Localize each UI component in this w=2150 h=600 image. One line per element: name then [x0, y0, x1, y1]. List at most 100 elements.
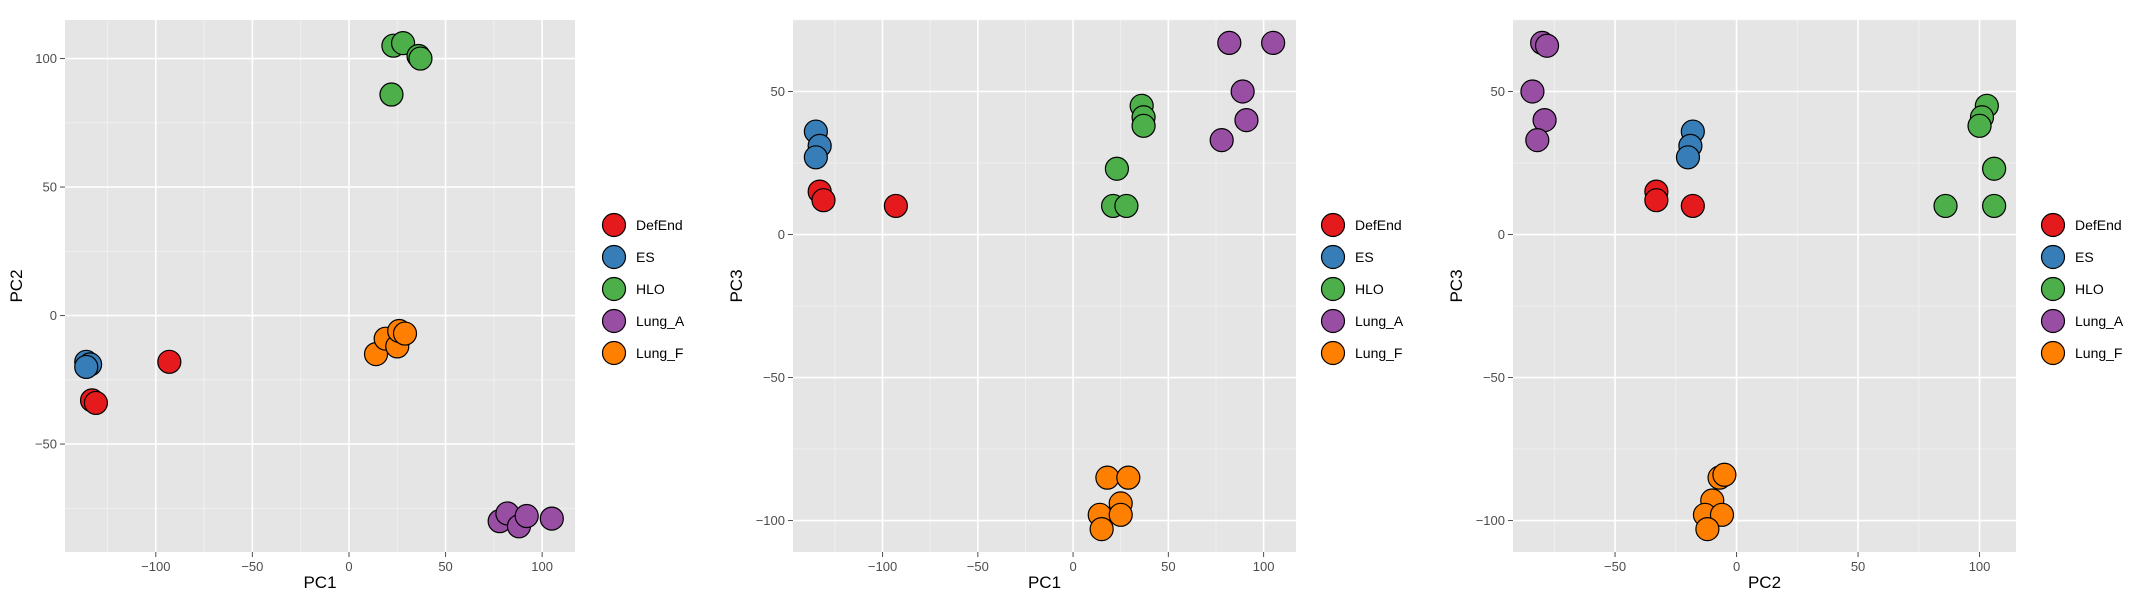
- panel-2-legend-label-hlo: HLO: [1355, 281, 1384, 297]
- panel-3-y-tick-label: −100: [1476, 513, 1505, 528]
- panel-1-legend-label-lung-a: Lung_A: [636, 313, 685, 329]
- panel-1-y-tick-label: −50: [35, 437, 57, 452]
- panel-3-x-tick-label: −50: [1604, 559, 1626, 574]
- panel-2-x-tick-label: 0: [1069, 559, 1076, 574]
- panel-2-legend-key-es: [1320, 244, 1346, 270]
- panel-3-legend-key-es: [2040, 244, 2066, 270]
- panel-1-legend-label-lung-f: Lung_F: [636, 345, 683, 361]
- panel-3-point-lung-f: [1712, 462, 1737, 487]
- panel-1: −100 −50 0 50 100 −50 0 50 100 PC1 PC2 DefEnd ES HLO L…: [7, 20, 685, 592]
- panel-3-point-lung-f: [1695, 517, 1720, 542]
- panel-2-background: [793, 20, 1296, 552]
- panel-3-legend-key-lung-f: [2040, 340, 2066, 366]
- panel-1-legend-label-es: ES: [636, 249, 655, 265]
- panel-2-legend-label-lung-f: Lung_F: [1355, 345, 1402, 361]
- panel-2-legend-key-defend: [1320, 212, 1346, 238]
- panel-2-point-lung-f: [1116, 465, 1141, 490]
- panel-1-point-lung-a: [539, 506, 564, 531]
- panel-2-legend-label-lung-a: Lung_A: [1355, 313, 1404, 329]
- panel-2-point-lung-a: [1230, 79, 1255, 104]
- panel-2-x-tick-label: −50: [967, 559, 989, 574]
- panel-1-y-tick-label: 100: [35, 51, 57, 66]
- panel-3-x-tick-label: 0: [1733, 559, 1740, 574]
- panel-2-point-defend: [883, 193, 908, 219]
- panel-3-legend-label-lung-a: Lung_A: [2075, 313, 2124, 329]
- panel-2-legend-key-lung-a: [1320, 308, 1346, 334]
- panel-1-background: [65, 20, 575, 552]
- panel-2-x-tick-label: 100: [1253, 559, 1275, 574]
- panel-2-y-axis-title: PC3: [727, 269, 746, 302]
- panel-1-x-tick-label: −100: [141, 559, 170, 574]
- panel-2-point-hlo: [1131, 113, 1156, 138]
- panel-1-point-lung-a: [514, 503, 539, 529]
- panel-2-x-tick-label: −100: [868, 559, 897, 574]
- panel-3-x-axis-title: PC2: [1748, 573, 1781, 592]
- panel-2-point-lung-a: [1209, 128, 1234, 153]
- panel-1-legend-key-hlo: [601, 276, 627, 302]
- panel-3-point-defend: [1644, 188, 1669, 213]
- panel-2-x-tick-label: 50: [1161, 559, 1175, 574]
- panel-2-y-tick-label: 50: [771, 84, 785, 99]
- panel-2-point-hlo: [1104, 156, 1130, 181]
- panel-1-legend-key-es: [601, 244, 627, 270]
- panel-1-point-defend: [83, 390, 109, 416]
- panel-2-point-lung-a: [1261, 30, 1286, 55]
- panel-2-point-defend: [811, 188, 836, 213]
- panel-1-legend-key-lung-a: [601, 308, 627, 334]
- panel-3-background: [1513, 20, 2016, 552]
- panel-2-point-lung-a: [1217, 30, 1242, 55]
- panel-3-y-tick-label: 50: [1491, 84, 1505, 99]
- panel-3-legend-label-es: ES: [2075, 249, 2094, 265]
- panel-1-x-tick-label: 50: [438, 559, 452, 574]
- panel-2-point-hlo: [1114, 193, 1139, 219]
- panel-1-legend-label-hlo: HLO: [636, 281, 665, 297]
- panel-2-point-es: [803, 145, 828, 170]
- panel-2-x-axis-title: PC1: [1028, 573, 1061, 592]
- panel-2-y-tick-label: 0: [778, 227, 785, 242]
- panel-1-point-hlo: [379, 82, 404, 107]
- panel-1-x-tick-label: −50: [241, 559, 263, 574]
- panel-2-point-lung-f: [1108, 502, 1133, 527]
- panel-1-point-es: [74, 354, 99, 380]
- panel-2-y-tick-label: −50: [763, 370, 785, 385]
- panel-2-legend-label-defend: DefEnd: [1355, 217, 1402, 233]
- panel-2: −100 −50 0 50 100 −100 −50 0 50 PC1 PC3 DefEnd ES HLO…: [727, 19, 1404, 592]
- panel-1-y-tick-label: 0: [50, 308, 57, 323]
- panel-3-y-axis-title: PC3: [1447, 269, 1466, 302]
- panel-3-legend: DefEnd ES HLO Lung_A Lung_F: [2040, 212, 2124, 366]
- panel-3-point-hlo: [1933, 193, 1958, 219]
- panel-3-legend-key-defend: [2040, 212, 2066, 238]
- panel-3-point-lung-a: [1525, 128, 1550, 153]
- panel-1-x-axis-title: PC1: [303, 573, 336, 592]
- panel-1-legend-label-defend: DefEnd: [636, 217, 683, 233]
- panel-3: −50 0 50 100 −100 −50 0 50 PC2 PC3 DefEnd ES HLO Lung…: [1447, 19, 2124, 592]
- panel-3-point-lung-f: [1709, 502, 1735, 527]
- panel-1-x-tick-label: 0: [345, 559, 352, 574]
- panel-3-x-tick-label: 50: [1851, 559, 1865, 574]
- panel-2-y-tick-label: −100: [756, 513, 785, 528]
- panel-3-point-lung-a: [1534, 33, 1560, 58]
- panel-3-point-defend: [1680, 193, 1705, 219]
- panel-1-legend-key-lung-f: [601, 340, 627, 366]
- panel-3-legend-label-hlo: HLO: [2075, 281, 2104, 297]
- panel-2-point-lung-f: [1095, 465, 1120, 490]
- panel-3-point-hlo: [1982, 193, 2007, 219]
- panel-1-legend: DefEnd ES HLO Lung_A Lung_F: [601, 212, 685, 366]
- panel-3-legend-label-lung-f: Lung_F: [2075, 345, 2122, 361]
- panel-3-point-hlo: [1982, 156, 2007, 181]
- panel-3-y-tick-label: 0: [1498, 227, 1505, 242]
- panel-1-legend-key-defend: [601, 212, 627, 238]
- panel-3-x-tick-label: 100: [1969, 559, 1991, 574]
- panel-3-point-hlo: [1967, 113, 1992, 138]
- panel-3-point-es: [1675, 145, 1701, 170]
- panel-2-legend-key-lung-f: [1320, 340, 1346, 366]
- panel-3-legend-key-hlo: [2040, 276, 2066, 302]
- panel-2-legend: DefEnd ES HLO Lung_A Lung_F: [1320, 212, 1404, 366]
- panel-3-y-tick-label: −50: [1483, 370, 1505, 385]
- panel-2-point-lung-a: [1234, 108, 1259, 133]
- panel-3-legend-label-defend: DefEnd: [2075, 217, 2122, 233]
- panel-3-point-lung-a: [1520, 79, 1545, 104]
- panel-1-y-axis-title: PC2: [7, 269, 26, 302]
- panel-3-legend-key-lung-a: [2040, 308, 2066, 334]
